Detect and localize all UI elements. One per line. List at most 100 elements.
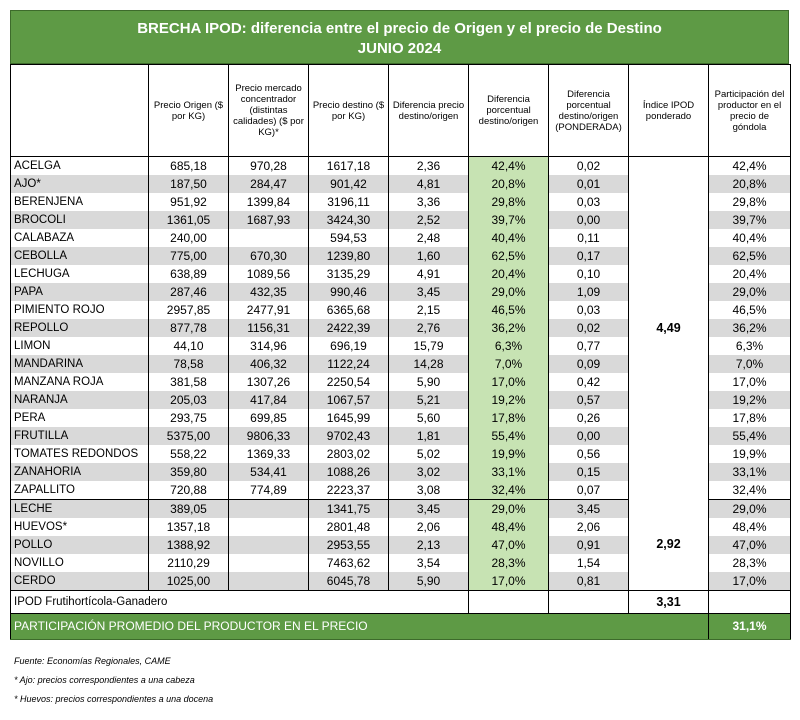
diferencia: 5,90 bbox=[388, 373, 469, 391]
diferencia-porcentual: 40,4% bbox=[468, 229, 549, 247]
diferencia-porcentual: 47,0% bbox=[468, 536, 549, 554]
precio-destino: 2953,55 bbox=[308, 536, 389, 554]
ipod-summary-label: IPOD Frutihortícola-Ganadero bbox=[10, 590, 469, 614]
precio-destino: 1088,26 bbox=[308, 463, 389, 481]
precio-mercado bbox=[228, 518, 309, 536]
product-name: BERENJENA bbox=[10, 193, 149, 211]
diferencia-ponderada: 0,03 bbox=[548, 193, 629, 211]
precio-origen: 381,58 bbox=[148, 373, 229, 391]
participacion: 29,8% bbox=[708, 193, 791, 211]
table-row: LIMON 44,10 314,96 696,19 15,79 6,3% 0,77 6,3% bbox=[10, 337, 791, 355]
average-participation-label: PARTICIPACIÓN PROMEDIO DEL PRODUCTOR EN … bbox=[10, 613, 709, 640]
diferencia-porcentual: 19,9% bbox=[468, 445, 549, 463]
product-name: PERA bbox=[10, 409, 149, 427]
participacion: 19,2% bbox=[708, 391, 791, 409]
precio-mercado: 2477,91 bbox=[228, 301, 309, 319]
table-body: ACELGA 685,18 970,28 1617,18 2,36 42,4% 0,02 4,… bbox=[10, 156, 791, 591]
precio-destino: 9702,43 bbox=[308, 427, 389, 445]
diferencia-ponderada: 0,56 bbox=[548, 445, 629, 463]
precio-destino: 2223,37 bbox=[308, 481, 389, 500]
participacion: 28,3% bbox=[708, 554, 791, 572]
header-diferencia-porcentual: Diferencia porcentual destino/origen bbox=[468, 64, 549, 157]
precio-mercado: 670,30 bbox=[228, 247, 309, 265]
precio-origen: 187,50 bbox=[148, 175, 229, 193]
precio-origen: 1388,92 bbox=[148, 536, 229, 554]
precio-mercado: 774,89 bbox=[228, 481, 309, 500]
source-note: Fuente: Economías Regionales, CAME bbox=[14, 656, 171, 666]
participacion: 33,1% bbox=[708, 463, 791, 481]
diferencia-porcentual: 46,5% bbox=[468, 301, 549, 319]
product-name: ZANAHORIA bbox=[10, 463, 149, 481]
participacion: 17,8% bbox=[708, 409, 791, 427]
precio-origen: 775,00 bbox=[148, 247, 229, 265]
precio-origen: 205,03 bbox=[148, 391, 229, 409]
product-name: MANDARINA bbox=[10, 355, 149, 373]
precio-mercado bbox=[228, 499, 309, 518]
diferencia-ponderada: 0,91 bbox=[548, 536, 629, 554]
product-name: PAPA bbox=[10, 283, 149, 301]
table-row: PERA 293,75 699,85 1645,99 5,60 17,8% 0,26 17,8… bbox=[10, 409, 791, 427]
average-participation-value: 31,1% bbox=[708, 613, 791, 640]
product-name: ACELGA bbox=[10, 156, 149, 175]
participacion: 19,9% bbox=[708, 445, 791, 463]
precio-mercado bbox=[228, 536, 309, 554]
diferencia-ponderada: 3,45 bbox=[548, 499, 629, 518]
precio-mercado: 970,28 bbox=[228, 156, 309, 175]
diferencia: 2,15 bbox=[388, 301, 469, 319]
participacion: 42,4% bbox=[708, 156, 791, 175]
precio-mercado: 1369,33 bbox=[228, 445, 309, 463]
diferencia-porcentual: 7,0% bbox=[468, 355, 549, 373]
product-name: TOMATES REDONDOS bbox=[10, 445, 149, 463]
diferencia-porcentual: 17,8% bbox=[468, 409, 549, 427]
diferencia-ponderada: 0,57 bbox=[548, 391, 629, 409]
precio-destino: 1341,75 bbox=[308, 499, 389, 518]
product-name: NARANJA bbox=[10, 391, 149, 409]
diferencia-porcentual: 20,4% bbox=[468, 265, 549, 283]
ipod-summary-value: 3,31 bbox=[628, 590, 709, 614]
precio-origen: 638,89 bbox=[148, 265, 229, 283]
ipod-table: Precio Origen ($ por KG) Precio mercado … bbox=[10, 64, 791, 640]
precio-origen: 78,58 bbox=[148, 355, 229, 373]
diferencia: 2,13 bbox=[388, 536, 469, 554]
precio-origen: 1357,18 bbox=[148, 518, 229, 536]
diferencia: 14,28 bbox=[388, 355, 469, 373]
precio-origen: 558,22 bbox=[148, 445, 229, 463]
diferencia: 5,21 bbox=[388, 391, 469, 409]
table-row: BROCOLI 1361,05 1687,93 3424,30 2,52 39,7% 0,0… bbox=[10, 211, 791, 229]
precio-mercado: 1089,56 bbox=[228, 265, 309, 283]
ipod-group-index: 2,92 bbox=[628, 499, 709, 591]
precio-mercado: 1687,93 bbox=[228, 211, 309, 229]
precio-destino: 6045,78 bbox=[308, 572, 389, 591]
title-line-2: JUNIO 2024 bbox=[357, 40, 442, 57]
diferencia-porcentual: 32,4% bbox=[468, 481, 549, 500]
product-name: HUEVOS* bbox=[10, 518, 149, 536]
ipod-summary-row: IPOD Frutihortícola-Ganadero 3,31 bbox=[10, 590, 791, 614]
precio-mercado bbox=[228, 572, 309, 591]
diferencia: 4,91 bbox=[388, 265, 469, 283]
precio-origen: 951,92 bbox=[148, 193, 229, 211]
precio-origen: 720,88 bbox=[148, 481, 229, 500]
table-row: CERDO 1025,00 6045,78 5,90 17,0% 0,81 17,0% bbox=[10, 572, 791, 591]
diferencia: 2,52 bbox=[388, 211, 469, 229]
diferencia-ponderada: 0,17 bbox=[548, 247, 629, 265]
header-precio-destino: Precio destino ($ por KG) bbox=[308, 64, 389, 157]
participacion: 17,0% bbox=[708, 572, 791, 591]
diferencia-porcentual: 29,8% bbox=[468, 193, 549, 211]
precio-mercado: 699,85 bbox=[228, 409, 309, 427]
precio-destino: 1067,57 bbox=[308, 391, 389, 409]
precio-destino: 2250,54 bbox=[308, 373, 389, 391]
diferencia: 5,60 bbox=[388, 409, 469, 427]
diferencia: 2,48 bbox=[388, 229, 469, 247]
title-line-1: BRECHA IPOD: diferencia entre el precio … bbox=[137, 20, 662, 37]
precio-mercado: 1307,26 bbox=[228, 373, 309, 391]
precio-destino: 6365,68 bbox=[308, 301, 389, 319]
table-row: LECHUGA 638,89 1089,56 3135,29 4,91 20,4% 0,10… bbox=[10, 265, 791, 283]
table-row: MANDARINA 78,58 406,32 1122,24 14,28 7,0% 0,09… bbox=[10, 355, 791, 373]
diferencia-ponderada: 0,00 bbox=[548, 211, 629, 229]
table-row: ACELGA 685,18 970,28 1617,18 2,36 42,4% 0,02 4,… bbox=[10, 156, 791, 500]
precio-destino: 1617,18 bbox=[308, 156, 389, 175]
diferencia-porcentual: 48,4% bbox=[468, 518, 549, 536]
diferencia-porcentual: 29,0% bbox=[468, 499, 549, 518]
diferencia-ponderada: 0,15 bbox=[548, 463, 629, 481]
precio-mercado: 314,96 bbox=[228, 337, 309, 355]
